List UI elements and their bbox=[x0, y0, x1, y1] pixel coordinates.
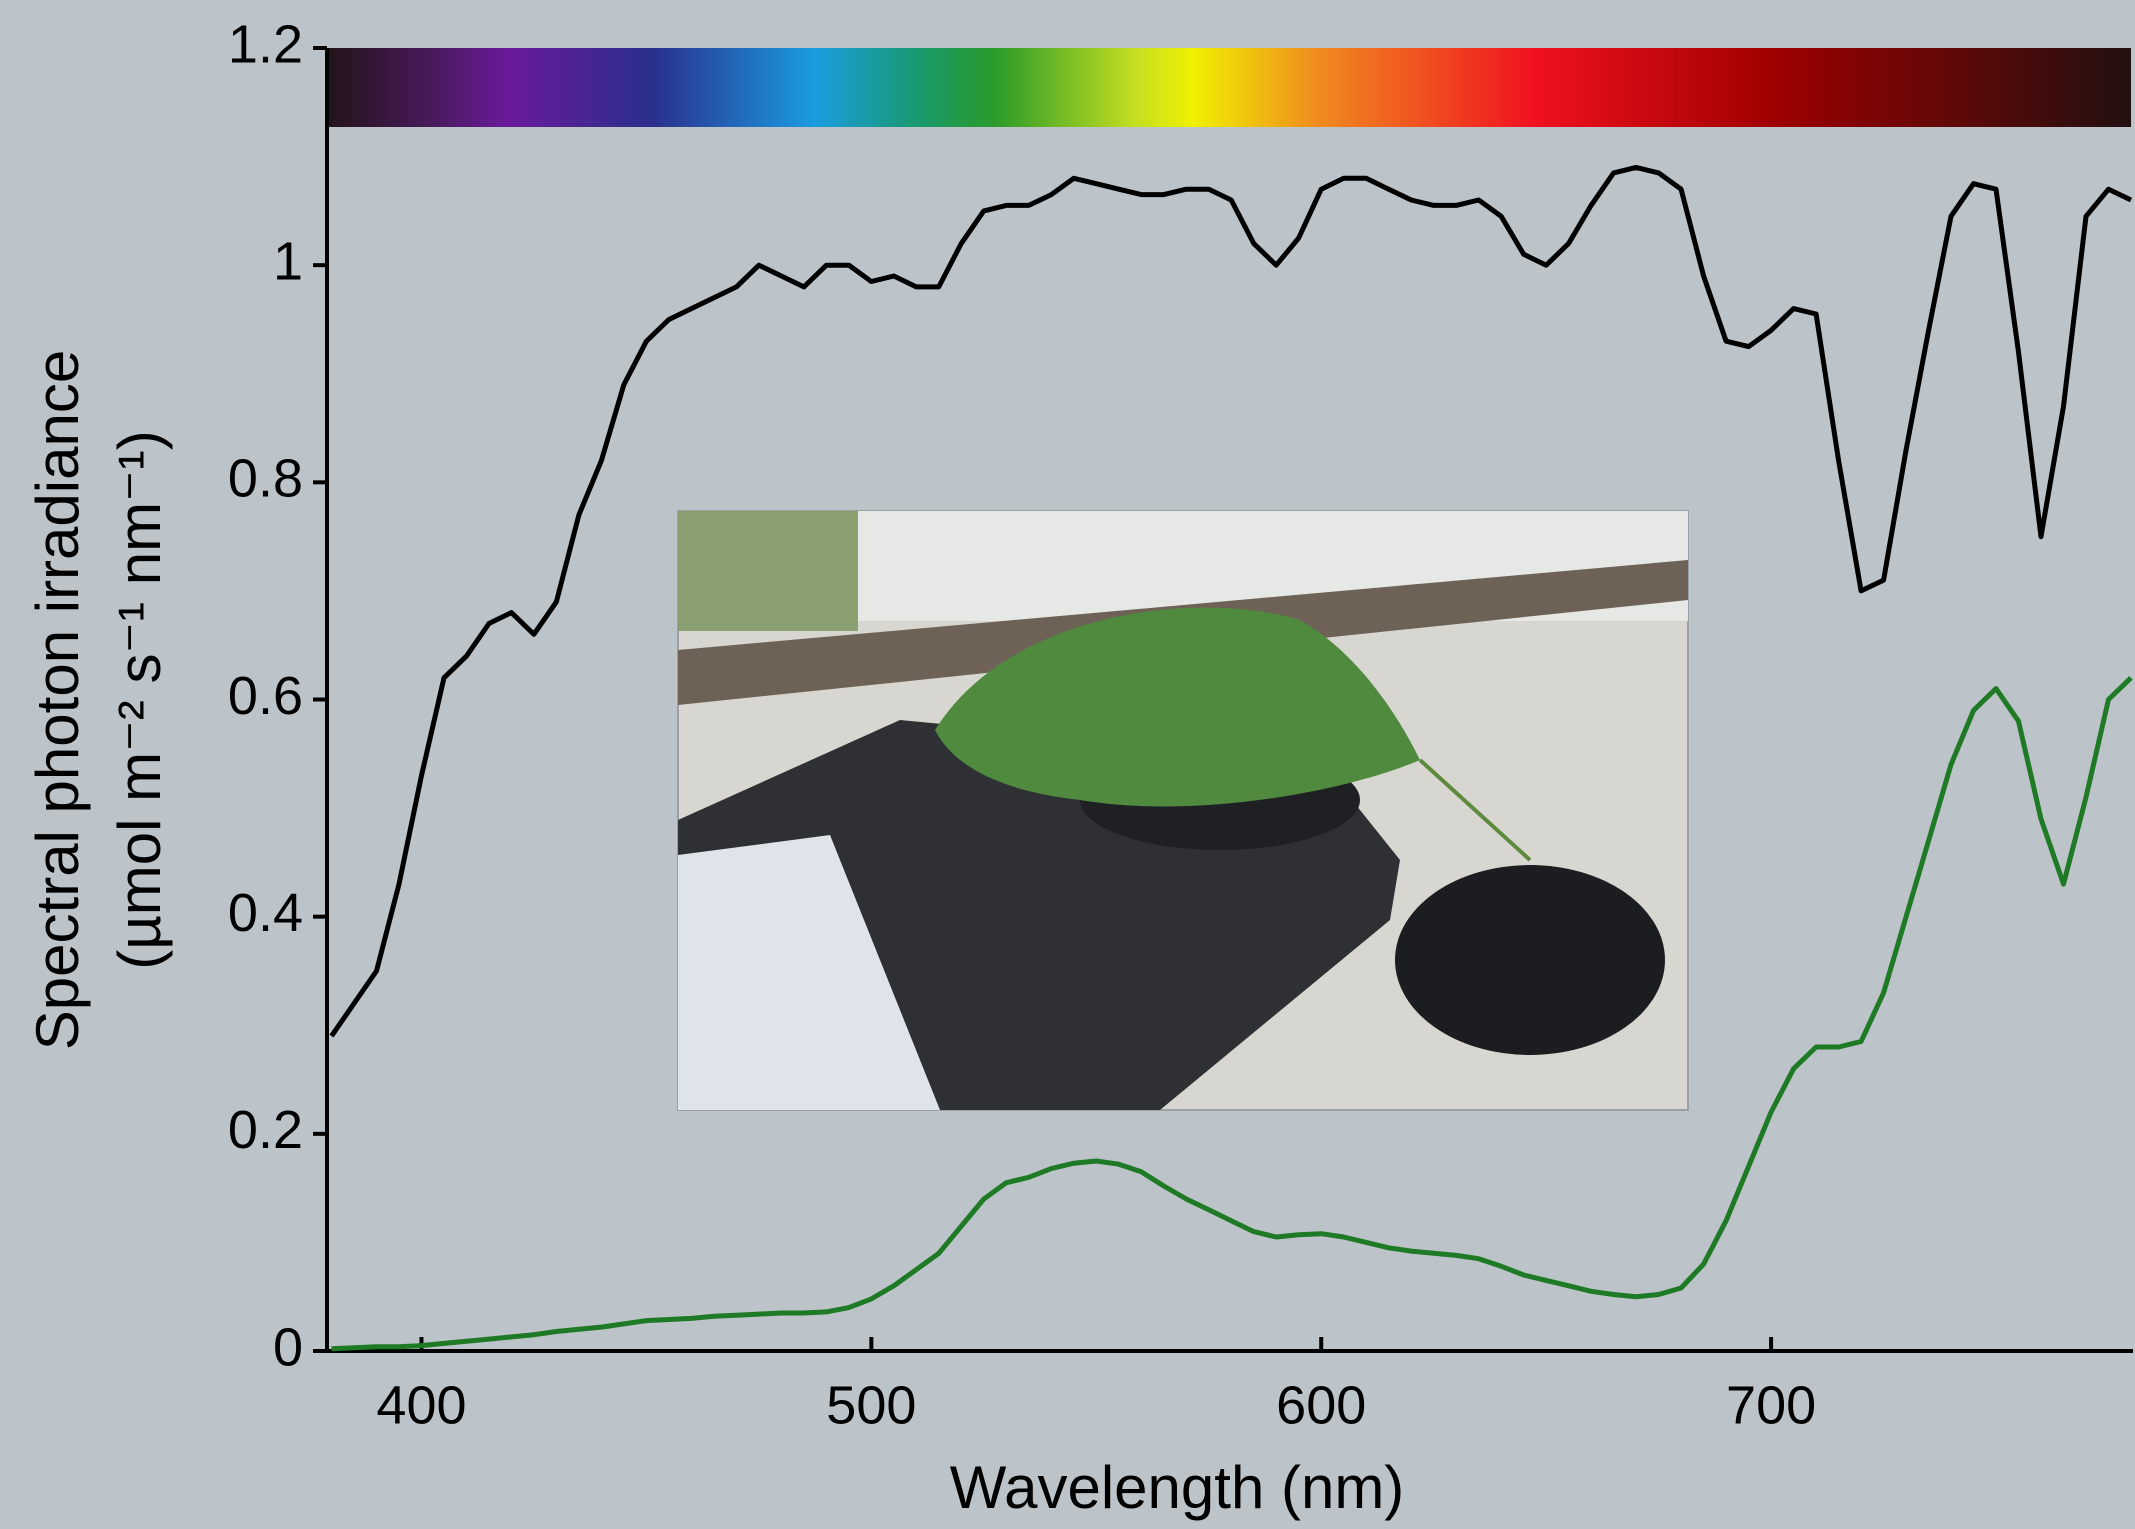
photo-cap bbox=[1395, 865, 1665, 1055]
y-tick-label: 0 bbox=[273, 1317, 303, 1377]
chart: Wavelength (nm) Spectral photon irradian… bbox=[0, 0, 2135, 1529]
y-tick-label: 0.2 bbox=[228, 1100, 303, 1160]
y-axis-label: Spectral photon irradiance bbox=[24, 350, 91, 1050]
y-axis-label: (µmol m⁻² s⁻¹ nm⁻¹) bbox=[106, 430, 173, 970]
y-tick-label: 1 bbox=[273, 231, 303, 291]
y-tick-label: 0.6 bbox=[228, 666, 303, 726]
x-tick-label: 400 bbox=[376, 1375, 466, 1435]
y-tick-label: 0.8 bbox=[228, 449, 303, 509]
x-axis-label: Wavelength (nm) bbox=[950, 1454, 1405, 1521]
y-tick-label: 1.2 bbox=[228, 14, 303, 74]
y-tick-label: 0.4 bbox=[228, 883, 303, 943]
x-tick-label: 700 bbox=[1726, 1375, 1816, 1435]
x-tick-label: 600 bbox=[1276, 1375, 1366, 1435]
spectrum-bar bbox=[327, 48, 2131, 127]
inset-photo bbox=[678, 511, 1688, 1110]
photo-foliage bbox=[678, 511, 858, 631]
x-tick-label: 500 bbox=[826, 1375, 916, 1435]
